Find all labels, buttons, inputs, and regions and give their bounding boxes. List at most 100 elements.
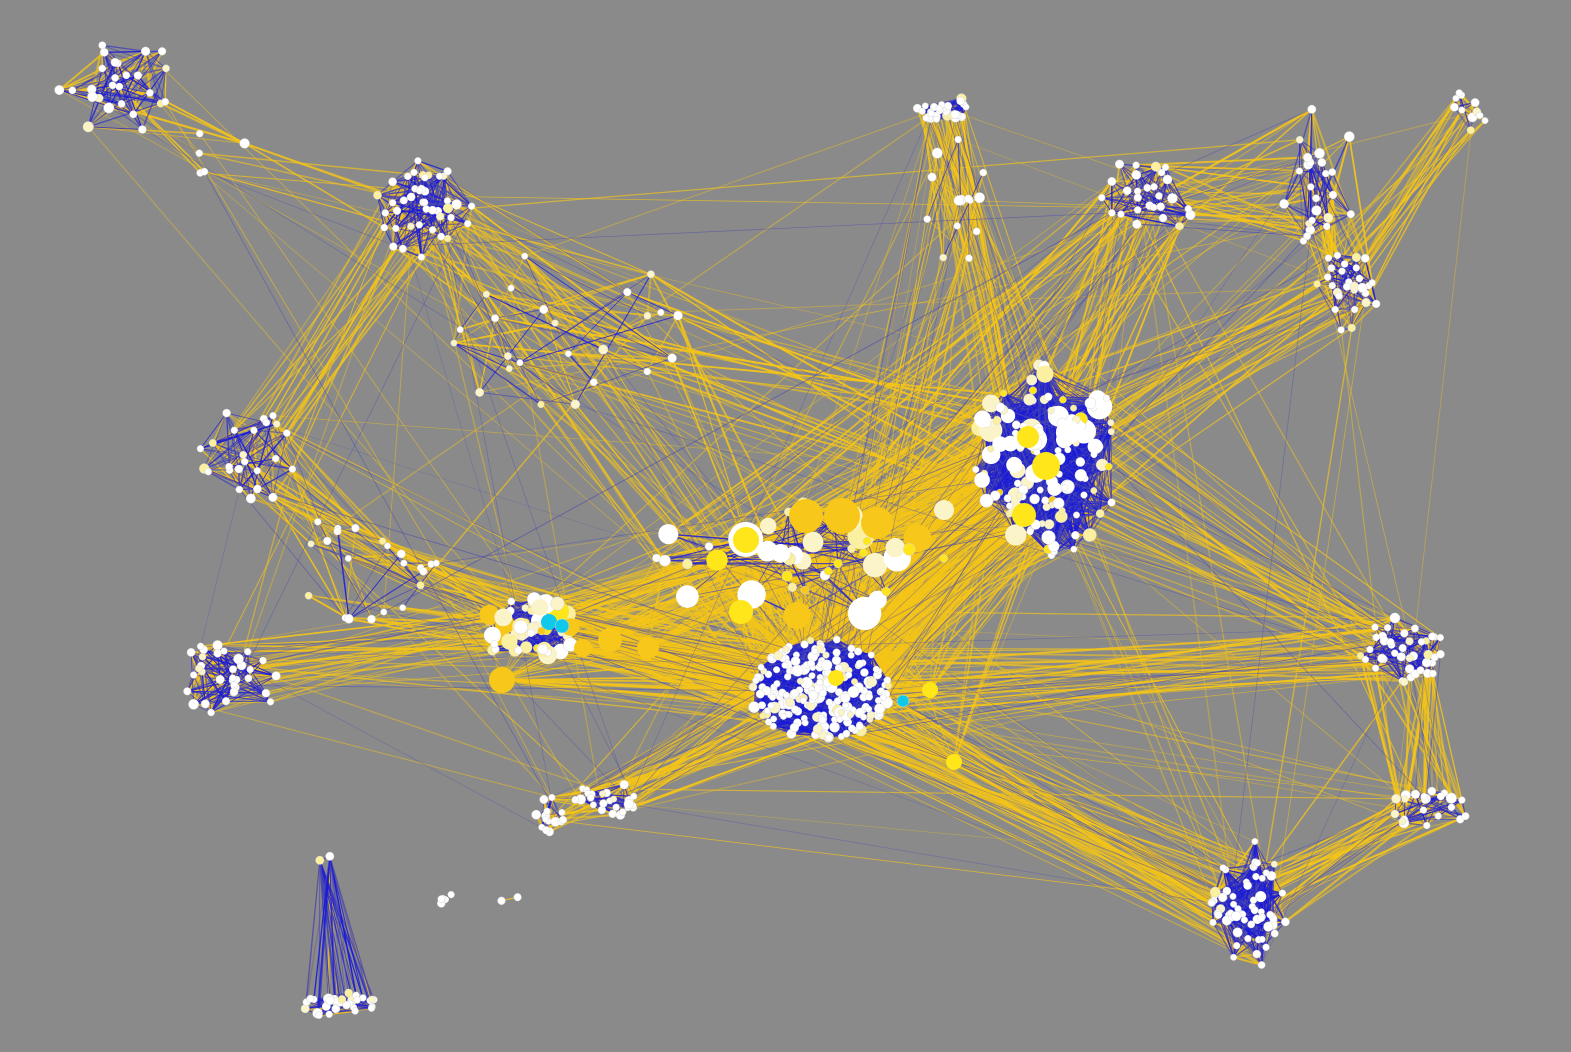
graph-node[interactable] [140, 46, 151, 56]
graph-node[interactable] [1371, 623, 1379, 631]
graph-node[interactable] [939, 253, 947, 262]
graph-node[interactable] [1360, 253, 1370, 263]
graph-node[interactable] [1351, 305, 1359, 314]
graph-node[interactable] [233, 653, 244, 665]
graph-node[interactable] [619, 779, 629, 790]
graph-node[interactable] [437, 895, 446, 903]
graph-node[interactable] [1257, 914, 1265, 923]
graph-node[interactable] [623, 287, 632, 297]
graph-node[interactable] [381, 209, 390, 217]
graph-node[interactable] [796, 677, 804, 685]
graph-node[interactable] [432, 559, 440, 567]
graph-node[interactable] [225, 462, 233, 471]
graph-node[interactable] [337, 995, 347, 1004]
graph-node[interactable] [110, 57, 120, 67]
graph-node[interactable] [818, 716, 827, 725]
graph-node[interactable] [497, 896, 506, 905]
graph-node[interactable] [384, 542, 391, 550]
graph-node[interactable] [800, 640, 809, 649]
graph-node[interactable] [979, 168, 988, 177]
graph-node[interactable] [927, 172, 937, 182]
graph-node[interactable] [1335, 292, 1343, 300]
graph-node[interactable] [1337, 326, 1345, 334]
graph-node[interactable] [1044, 519, 1055, 530]
graph-node[interactable] [855, 722, 864, 731]
graph-node[interactable] [1317, 158, 1327, 167]
graph-node[interactable] [825, 698, 833, 706]
graph-node[interactable] [351, 1007, 359, 1015]
graph-node[interactable] [1476, 111, 1484, 120]
graph-node[interactable] [1303, 152, 1313, 162]
graph-node[interactable] [111, 74, 119, 82]
cyan-node-2[interactable] [554, 618, 570, 634]
graph-node[interactable] [773, 666, 781, 674]
graph-node[interactable] [447, 890, 455, 899]
graph-node[interactable] [1262, 943, 1270, 951]
graph-node[interactable] [388, 177, 397, 187]
graph-node[interactable] [450, 339, 458, 347]
graph-node[interactable] [271, 671, 281, 681]
graph-node[interactable] [1064, 446, 1072, 454]
graph-node[interactable] [380, 608, 388, 616]
graph-node[interactable] [1313, 280, 1321, 288]
graph-node[interactable] [847, 651, 855, 659]
graph-node[interactable] [389, 199, 397, 207]
graph-node[interactable] [222, 408, 231, 418]
graph-node[interactable] [1447, 803, 1456, 812]
graph-node[interactable] [1232, 927, 1243, 938]
graph-node[interactable] [972, 465, 980, 474]
graph-node[interactable] [494, 608, 513, 627]
graph-node[interactable] [1229, 892, 1237, 900]
graph-node[interactable] [325, 1010, 333, 1018]
graph-node[interactable] [903, 543, 916, 556]
graph-node[interactable] [428, 226, 437, 234]
graph-node[interactable] [244, 674, 253, 683]
graph-node[interactable] [398, 244, 407, 253]
graph-node[interactable] [207, 708, 215, 717]
graph-node[interactable] [344, 554, 352, 562]
graph-node[interactable] [239, 138, 250, 149]
hub-10[interactable] [1017, 426, 1039, 448]
graph-node[interactable] [564, 350, 572, 358]
graph-node[interactable] [234, 464, 244, 474]
graph-node[interactable] [188, 698, 199, 710]
graph-node[interactable] [865, 705, 873, 713]
graph-node[interactable] [1107, 428, 1115, 436]
graph-node[interactable] [266, 698, 275, 706]
graph-node[interactable] [1324, 254, 1333, 262]
graph-node[interactable] [1340, 260, 1349, 268]
graph-node[interactable] [1356, 652, 1365, 660]
graph-node[interactable] [392, 206, 402, 215]
graph-node[interactable] [1253, 859, 1261, 867]
graph-node[interactable] [539, 305, 549, 314]
graph-node[interactable] [785, 697, 795, 707]
graph-node[interactable] [860, 713, 867, 721]
graph-node[interactable] [992, 415, 1002, 425]
graph-node[interactable] [760, 517, 777, 535]
graph-node[interactable] [1328, 168, 1337, 176]
graph-node[interactable] [866, 676, 878, 688]
graph-node[interactable] [1421, 657, 1432, 668]
graph-node[interactable] [1371, 664, 1380, 672]
graph-node[interactable] [516, 359, 524, 367]
graph-node[interactable] [658, 524, 679, 545]
graph-node[interactable] [307, 540, 315, 548]
graph-node[interactable] [1396, 652, 1406, 662]
graph-node[interactable] [706, 549, 728, 571]
graph-node[interactable] [443, 234, 452, 243]
graph-node[interactable] [932, 115, 941, 123]
graph-node[interactable] [767, 655, 775, 663]
graph-node[interactable] [1295, 167, 1304, 175]
graph-node[interactable] [808, 690, 819, 701]
graph-node[interactable] [268, 492, 278, 502]
graph-node[interactable] [68, 86, 77, 95]
graph-node[interactable] [1058, 507, 1066, 515]
hub-3[interactable] [861, 507, 893, 539]
graph-node[interactable] [1258, 874, 1266, 882]
graph-node[interactable] [771, 544, 790, 563]
graph-node[interactable] [117, 100, 126, 108]
graph-node[interactable] [421, 174, 429, 182]
graph-node[interactable] [1389, 612, 1401, 624]
graph-node[interactable] [1307, 183, 1315, 191]
graph-node[interactable] [98, 41, 107, 50]
